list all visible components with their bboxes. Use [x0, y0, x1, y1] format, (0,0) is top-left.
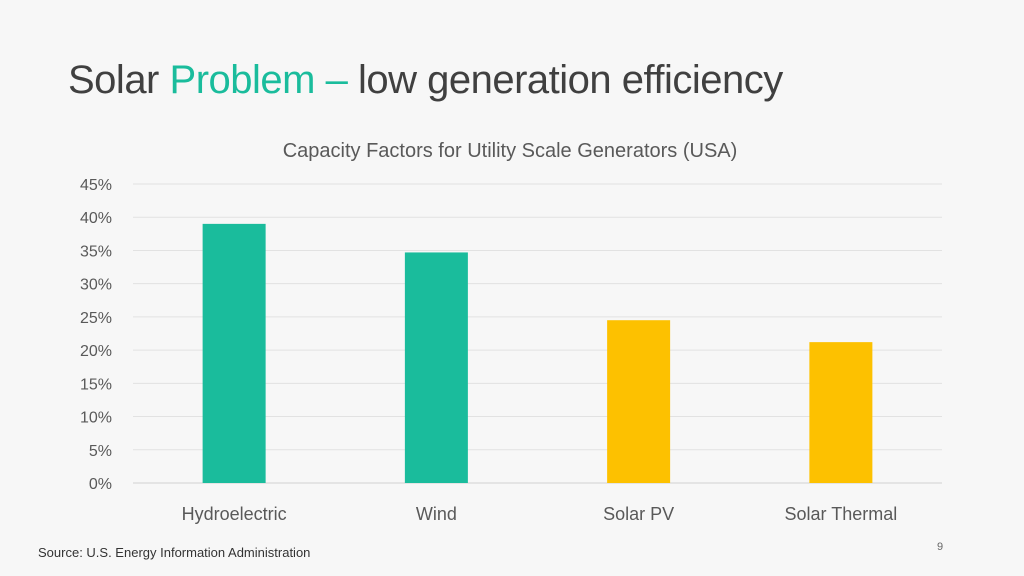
y-tick-label: 15%	[80, 376, 112, 393]
page-number: 9	[937, 541, 944, 553]
source-note: Source: U.S. Energy Information Administ…	[38, 545, 311, 560]
y-tick-label: 0%	[89, 476, 112, 493]
y-tick-label: 30%	[80, 277, 112, 294]
y-tick-label: 40%	[80, 210, 112, 227]
y-tick-label: 5%	[89, 443, 112, 460]
y-tick-label: 45%	[80, 177, 112, 194]
bars	[202, 223, 873, 483]
y-tick-label: 25%	[80, 310, 112, 327]
x-tick-label: Solar Thermal	[785, 504, 898, 524]
bar-wind	[404, 252, 468, 483]
grid-lines	[133, 183, 942, 484]
y-tick-label: 35%	[80, 243, 112, 260]
bar-hydroelectric	[202, 223, 266, 483]
bar-solar-thermal	[809, 342, 873, 483]
chart-title: Capacity Factors for Utility Scale Gener…	[283, 140, 738, 162]
title-part1: Solar	[68, 58, 159, 102]
x-tick-label: Solar PV	[603, 504, 674, 524]
y-tick-label: 20%	[80, 343, 112, 360]
title-accent: Problem –	[169, 58, 348, 102]
bar-solar-pv	[607, 320, 671, 483]
y-tick-labels: 0% 5% 10% 15% 20% 25% 30% 35% 40% 45%	[80, 177, 112, 493]
x-tick-labels: Hydroelectric Wind Solar PV Solar Thermal	[182, 504, 898, 524]
x-tick-label: Hydroelectric	[182, 504, 287, 524]
slide-title: Solar Problem – low generation efficienc…	[68, 58, 783, 103]
title-part2: low generation efficiency	[357, 58, 783, 102]
x-tick-label: Wind	[416, 504, 457, 524]
y-tick-label: 10%	[80, 410, 112, 427]
